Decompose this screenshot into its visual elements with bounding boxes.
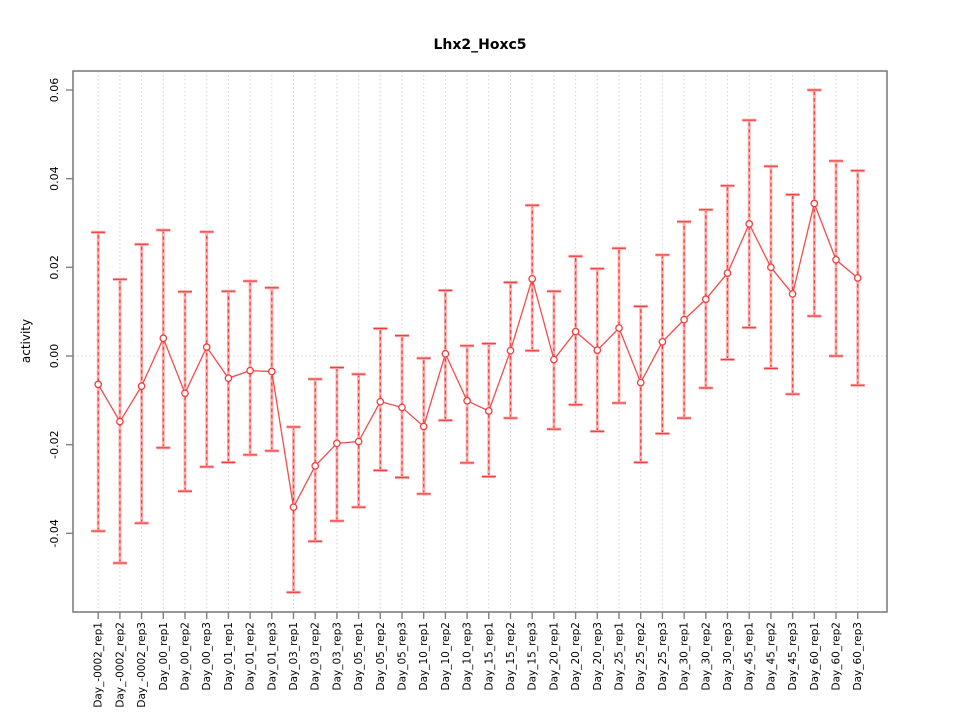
x-tick-label: Day_01_rep1: [223, 622, 235, 691]
x-tick-label: Day_03_rep2: [310, 622, 322, 691]
x-tick-label: Day_00_rep3: [201, 622, 213, 691]
x-tick-label: Day_30_rep3: [722, 622, 734, 691]
y-tick-label: -0.02: [48, 430, 61, 458]
x-tick-label: Day_60_rep2: [831, 622, 843, 691]
data-point: [202, 343, 211, 351]
data-point: [376, 397, 385, 406]
data-point: [615, 324, 623, 332]
data-point: [745, 220, 754, 228]
y-tick-label: 0.06: [48, 78, 61, 103]
x-tick-label: Day_45_rep3: [787, 622, 799, 691]
x-tick-label: Day_05_rep3: [397, 622, 409, 691]
data-point: [593, 346, 602, 355]
gridlines: [73, 71, 887, 612]
x-tick-label: Day_-0002_rep3: [136, 622, 148, 708]
x-tick-label: Day_20_rep3: [592, 622, 604, 691]
x-tick-label: Day_60_rep3: [852, 622, 864, 691]
x-tick-label: Day_25_rep2: [635, 622, 647, 691]
data-point: [289, 503, 298, 512]
data-point: [506, 346, 515, 355]
chart-title: Lhx2_Hoxc5: [433, 37, 526, 53]
x-tick-label: Day_05_rep1: [353, 622, 365, 691]
data-point: [853, 274, 862, 282]
y-tick-label: -0.04: [48, 519, 61, 547]
data-point: [398, 403, 406, 412]
data-point: [788, 290, 797, 298]
data-point: [832, 255, 840, 264]
axes: 0.06 0.04 0.02 0.00 -0.02 -0.04 Day_-0002_rep1…: [48, 70, 888, 708]
data-point: [463, 396, 471, 405]
x-tick-label: Day_15_rep3: [527, 622, 539, 691]
data-series: [91, 88, 865, 594]
x-tick-label: Day_-0002_rep2: [114, 622, 126, 708]
data-point: [333, 439, 341, 448]
x-tick-label: Day_-0002_rep1: [93, 622, 105, 708]
data-point: [571, 327, 580, 336]
plot-box: [72, 70, 888, 613]
data-point: [311, 462, 320, 470]
data-point: [636, 378, 645, 387]
data-point: [441, 349, 450, 358]
x-tick-label: Day_20_rep2: [570, 622, 582, 691]
y-tick-label: 0.00: [48, 344, 61, 369]
data-point: [354, 437, 363, 446]
x-tick-label: Day_01_rep3: [266, 622, 278, 691]
data-point: [137, 382, 146, 390]
data-point: [723, 269, 732, 277]
y-tick-label: 0.02: [48, 255, 61, 280]
x-tick-label: Day_10_rep1: [418, 622, 430, 691]
data-point: [419, 422, 428, 431]
x-tick-label: Day_30_rep1: [679, 622, 691, 691]
data-point: [810, 199, 819, 208]
x-tick-label: Day_03_rep1: [288, 622, 300, 691]
data-point: [267, 367, 276, 376]
series-line: [97, 201, 859, 510]
x-tick-label: Day_00_rep1: [158, 622, 170, 691]
x-tick-label: Day_01_rep2: [245, 622, 257, 691]
x-tick-label: Day_25_rep1: [614, 622, 626, 691]
x-tick-label: Day_15_rep1: [483, 622, 495, 691]
x-tick-label: Day_00_rep2: [180, 622, 192, 691]
data-point: [550, 355, 558, 364]
x-tick-label: Day_30_rep2: [700, 622, 712, 691]
x-tick-label: Day_20_rep1: [548, 622, 560, 691]
data-point: [484, 407, 493, 415]
data-point: [159, 334, 168, 343]
data-point: [658, 337, 667, 346]
x-tick-label: Day_03_rep3: [331, 622, 343, 691]
data-point: [224, 374, 233, 383]
x-tick-label: Day_10_rep2: [440, 622, 452, 691]
x-tick-label: Day_25_rep3: [657, 622, 669, 691]
data-point: [246, 366, 254, 375]
x-tick-label: Day_45_rep1: [744, 622, 756, 691]
data-point: [181, 389, 189, 398]
data-point: [94, 380, 103, 389]
data-point: [680, 315, 688, 324]
x-tick-label: Day_45_rep2: [765, 622, 777, 691]
data-point: [528, 275, 537, 283]
x-tick-label: Day_60_rep1: [809, 622, 821, 691]
x-tick-label: Day_15_rep2: [505, 622, 517, 691]
y-tick-label: 0.04: [48, 166, 61, 191]
data-point: [767, 263, 775, 272]
y-axis-label: activity: [19, 319, 33, 363]
data-point: [701, 295, 710, 304]
data-point: [116, 417, 124, 426]
x-tick-label: Day_05_rep2: [375, 622, 387, 691]
x-tick-label: Day_10_rep3: [462, 622, 474, 691]
